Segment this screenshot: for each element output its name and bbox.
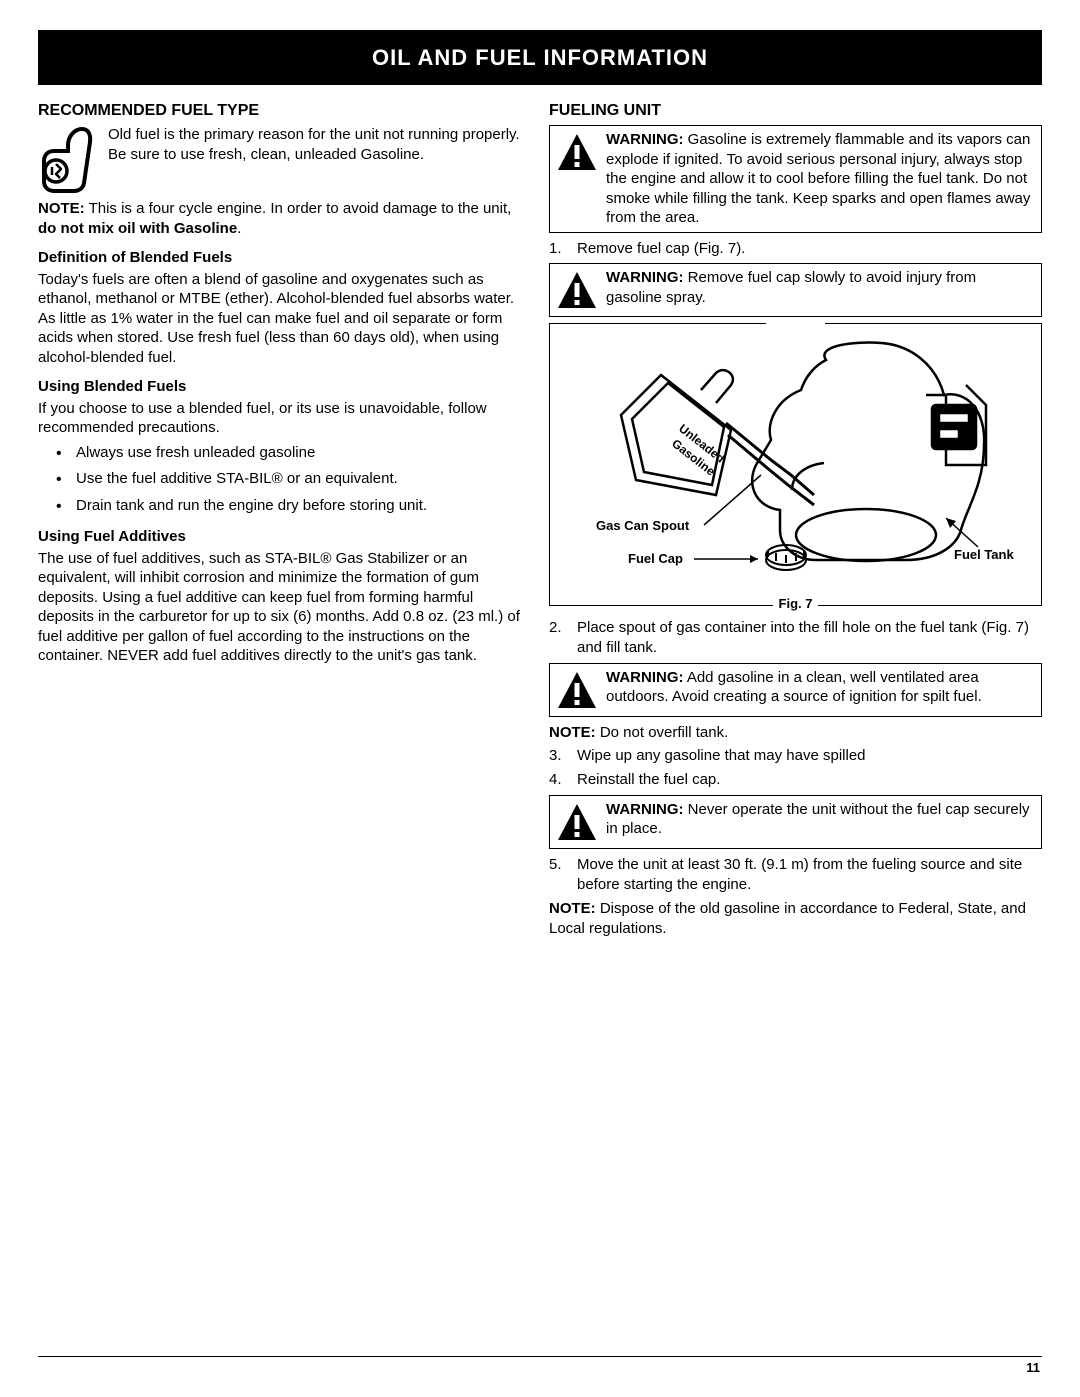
step-place-spout: 2.Place spout of gas container into the … [549, 618, 1042, 659]
warning-remove-cap: WARNING: Remove fuel cap slowly to avoid… [549, 263, 1042, 317]
using-blended-head: Using Blended Fuels [38, 377, 531, 397]
svg-text:Fuel Tank: Fuel Tank [954, 547, 1014, 562]
page-banner: OIL AND FUEL INFORMATION [38, 30, 1042, 85]
step-remove-cap: 1.Remove fuel cap (Fig. 7). [549, 239, 1042, 259]
fueling-steps-1: 1.Remove fuel cap (Fig. 7). [549, 239, 1042, 259]
blended-precautions-list: Always use fresh unleaded gasoline Use t… [38, 442, 531, 518]
figure-7-diagram: Unleaded Gasoline Gas Can Spout Fuel Cap… [566, 335, 1026, 585]
using-additives-head: Using Fuel Additives [38, 527, 531, 547]
step-wipe: 3.Wipe up any gasoline that may have spi… [549, 746, 1042, 766]
left-column: RECOMMENDED FUEL TYPE Old fuel is the pr… [38, 95, 531, 941]
note-dispose: NOTE: Dispose of the old gasoline in acc… [549, 899, 1042, 938]
fueling-steps-3: 3.Wipe up any gasoline that may have spi… [549, 746, 1042, 791]
right-column: FUELING UNIT WARNING: Gasoline is extrem… [549, 95, 1042, 941]
note-four-cycle: NOTE: This is a four cycle engine. In or… [38, 199, 531, 238]
step-text: Move the unit at least 30 ft. (9.1 m) fr… [577, 856, 1022, 893]
two-column-layout: RECOMMENDED FUEL TYPE Old fuel is the pr… [38, 95, 1042, 941]
svg-text:Fuel Cap: Fuel Cap [628, 551, 683, 566]
fuel-pump-icon [38, 125, 100, 193]
svg-text:Gas Can Spout: Gas Can Spout [596, 518, 690, 533]
step-text: Place spout of gas container into the fi… [577, 619, 1029, 656]
list-item: Use the fuel additive STA-BIL® or an equ… [56, 468, 531, 491]
fuel-intro-text: Old fuel is the primary reason for the u… [108, 125, 531, 164]
page-number: 11 [1026, 1360, 1040, 1377]
using-blended-intro: If you choose to use a blended fuel, or … [38, 399, 531, 438]
step-reinstall: 4.Reinstall the fuel cap. [549, 770, 1042, 790]
fuel-intro-row: Old fuel is the primary reason for the u… [38, 125, 531, 193]
bottom-rule [38, 1356, 1042, 1357]
warning-icon [556, 802, 598, 844]
warning-add-gasoline: WARNING: Add gasoline in a clean, well v… [549, 663, 1042, 717]
note-text: Dispose of the old gasoline in accordanc… [549, 900, 1026, 937]
list-item: Drain tank and run the engine dry before… [56, 495, 531, 518]
note-tail: . [237, 220, 241, 237]
figure-caption: Fig. 7 [773, 596, 819, 613]
using-additives-body: The use of fuel additives, such as STA-B… [38, 549, 531, 666]
warning-label: WARNING: [606, 801, 684, 818]
fueling-steps-2: 2.Place spout of gas container into the … [549, 618, 1042, 659]
fueling-unit-heading: FUELING UNIT [549, 101, 1042, 122]
warning-flammable: WARNING: Gasoline is extremely flammable… [549, 125, 1042, 233]
figure-7-box: Unleaded Gasoline Gas Can Spout Fuel Cap… [549, 323, 1042, 606]
note-label: NOTE: [38, 200, 85, 217]
definition-blended-head: Definition of Blended Fuels [38, 248, 531, 268]
note-overfill: NOTE: Do not overfill tank. [549, 723, 1042, 743]
note-bold: do not mix oil with Gasoline [38, 220, 237, 237]
definition-blended-body: Today's fuels are often a blend of gasol… [38, 270, 531, 368]
figure-7-inner: Unleaded Gasoline Gas Can Spout Fuel Cap… [550, 329, 1041, 599]
warning-icon [556, 670, 598, 712]
step-text: Wipe up any gasoline that may have spill… [577, 747, 866, 764]
warning-label: WARNING: [606, 669, 684, 686]
warning-label: WARNING: [606, 269, 684, 286]
step-text: Remove fuel cap (Fig. 7). [577, 240, 745, 257]
fueling-steps-5: 5.Move the unit at least 30 ft. (9.1 m) … [549, 855, 1042, 896]
recommended-fuel-heading: RECOMMENDED FUEL TYPE [38, 101, 531, 122]
warning-label: WARNING: [606, 131, 684, 148]
step-move-unit: 5.Move the unit at least 30 ft. (9.1 m) … [549, 855, 1042, 896]
note-label: NOTE: [549, 900, 596, 917]
warning-icon [556, 132, 598, 174]
warning-icon [556, 270, 598, 312]
note-text1: This is a four cycle engine. In order to… [85, 200, 512, 217]
note-text: Do not overfill tank. [596, 724, 729, 741]
step-text: Reinstall the fuel cap. [577, 771, 720, 788]
warning-operate-cap: WARNING: Never operate the unit without … [549, 795, 1042, 849]
list-item: Always use fresh unleaded gasoline [56, 442, 531, 465]
note-label: NOTE: [549, 724, 596, 741]
